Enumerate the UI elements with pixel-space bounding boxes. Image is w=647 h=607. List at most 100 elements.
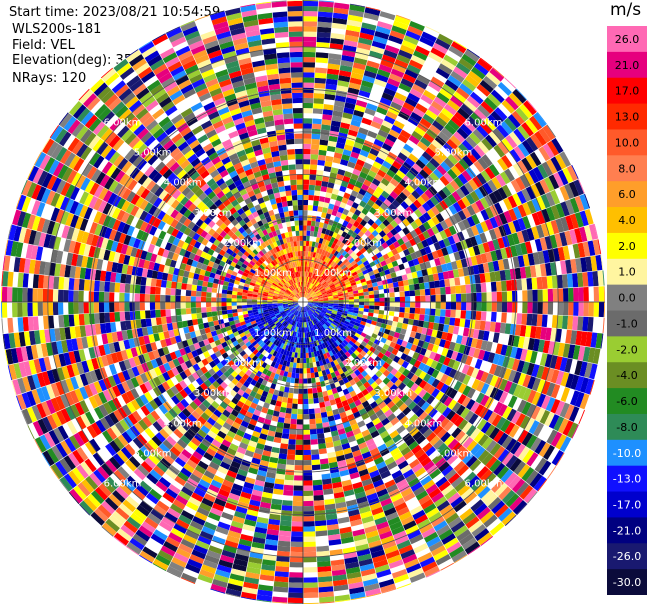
ppi-gate — [354, 163, 363, 172]
ppi-gate — [585, 256, 593, 272]
ppi-gate — [338, 297, 344, 301]
ppi-gate — [465, 167, 477, 179]
ppi-gate — [303, 169, 310, 175]
ppi-gate — [541, 161, 553, 177]
ppi-gate — [466, 216, 476, 227]
ppi-gate — [294, 475, 303, 481]
ppi-gate — [303, 67, 315, 73]
ppi-gate — [319, 326, 325, 332]
ppi-gate — [410, 374, 419, 383]
ppi-gate — [422, 89, 437, 101]
ppi-gate — [526, 277, 533, 290]
ppi-gate — [341, 274, 348, 279]
ppi-gate — [572, 243, 581, 259]
ppi-gate — [289, 428, 297, 435]
ppi-gate — [450, 150, 463, 162]
ppi-gate — [446, 138, 458, 151]
ppi-gate — [360, 356, 368, 364]
ppi-gate — [417, 233, 426, 242]
ppi-gate — [206, 302, 212, 308]
ppi-gate — [340, 341, 347, 348]
ppi-gate — [382, 377, 391, 385]
ppi-gate — [400, 147, 411, 158]
ppi-gate — [366, 267, 373, 273]
ppi-gate — [392, 96, 405, 107]
ppi-gate — [408, 440, 419, 451]
ppi-gate — [315, 289, 321, 294]
ppi-gate — [190, 302, 196, 308]
ppi-gate — [564, 358, 573, 373]
ppi-gate — [418, 370, 427, 380]
ppi-gate — [307, 303, 313, 305]
ppi-gate — [285, 464, 295, 471]
ppi-gate — [305, 251, 309, 257]
ppi-gate — [303, 97, 314, 104]
ppi-gate — [331, 311, 337, 315]
ppi-gate — [471, 367, 480, 379]
ppi-gate — [114, 312, 121, 322]
ppi-gate — [280, 515, 292, 522]
ppi-gate — [335, 142, 345, 150]
ppi-gate — [447, 193, 457, 205]
ppi-gate — [404, 68, 419, 79]
ppi-gate — [358, 295, 365, 299]
ppi-gate — [536, 276, 543, 290]
ppi-gate — [170, 295, 176, 302]
ppi-gate — [397, 390, 406, 400]
ppi-gate — [353, 57, 368, 66]
ppi-gate — [377, 285, 384, 290]
ppi-gate — [303, 505, 314, 512]
ppi-gate — [474, 358, 483, 370]
ppi-gate — [371, 359, 379, 367]
ppi-gate — [490, 110, 504, 124]
ppi-gate — [241, 302, 247, 306]
ppi-gate — [409, 413, 419, 424]
ppi-gate — [322, 305, 329, 308]
ppi-gate — [593, 223, 599, 239]
ppi-gate — [246, 299, 253, 302]
ppi-gate — [310, 149, 319, 155]
ppi-gate — [328, 135, 338, 143]
ppi-gate — [592, 348, 601, 364]
ppi-gate — [285, 407, 292, 414]
ppi-gate — [303, 133, 312, 139]
ppi-gate — [154, 294, 161, 302]
ppi-gate — [412, 277, 419, 285]
ppi-gate — [351, 213, 359, 221]
ppi-gate — [511, 290, 518, 302]
ppi-gate — [303, 230, 307, 236]
ppi-gate — [389, 30, 405, 40]
ppi-gate — [413, 359, 422, 369]
ppi-gate — [303, 205, 308, 211]
ppi-gate — [455, 241, 464, 252]
ppi-gate — [471, 66, 486, 80]
ppi-gate — [519, 324, 527, 337]
ppi-gate — [527, 302, 533, 314]
ppi-gate — [391, 336, 399, 344]
ppi-gate — [226, 294, 232, 299]
ppi-gate — [592, 271, 599, 287]
ppi-gate — [480, 253, 488, 264]
ppi-gate — [373, 78, 387, 88]
ppi-gate — [434, 496, 448, 508]
ppi-gate — [455, 62, 471, 75]
ppi-gate — [386, 380, 395, 389]
ppi-gate — [293, 485, 303, 491]
ppi-gate — [276, 463, 286, 470]
ppi-gate — [460, 284, 467, 294]
ppi-gate — [400, 394, 410, 403]
ppi-gate — [350, 173, 359, 181]
ppi-gate — [377, 313, 384, 319]
ppi-gate — [73, 278, 80, 291]
ppi-gate — [295, 368, 300, 374]
ppi-gate — [550, 369, 560, 384]
ppi-gate — [484, 206, 495, 219]
ppi-gate — [518, 446, 530, 461]
ppi-gate — [338, 269, 345, 275]
ppi-gate — [434, 257, 441, 267]
ppi-gate — [334, 216, 341, 223]
ppi-gate — [313, 494, 324, 501]
ppi-gate — [547, 140, 560, 157]
ppi-gate — [564, 404, 575, 420]
ppi-gate — [422, 179, 432, 190]
